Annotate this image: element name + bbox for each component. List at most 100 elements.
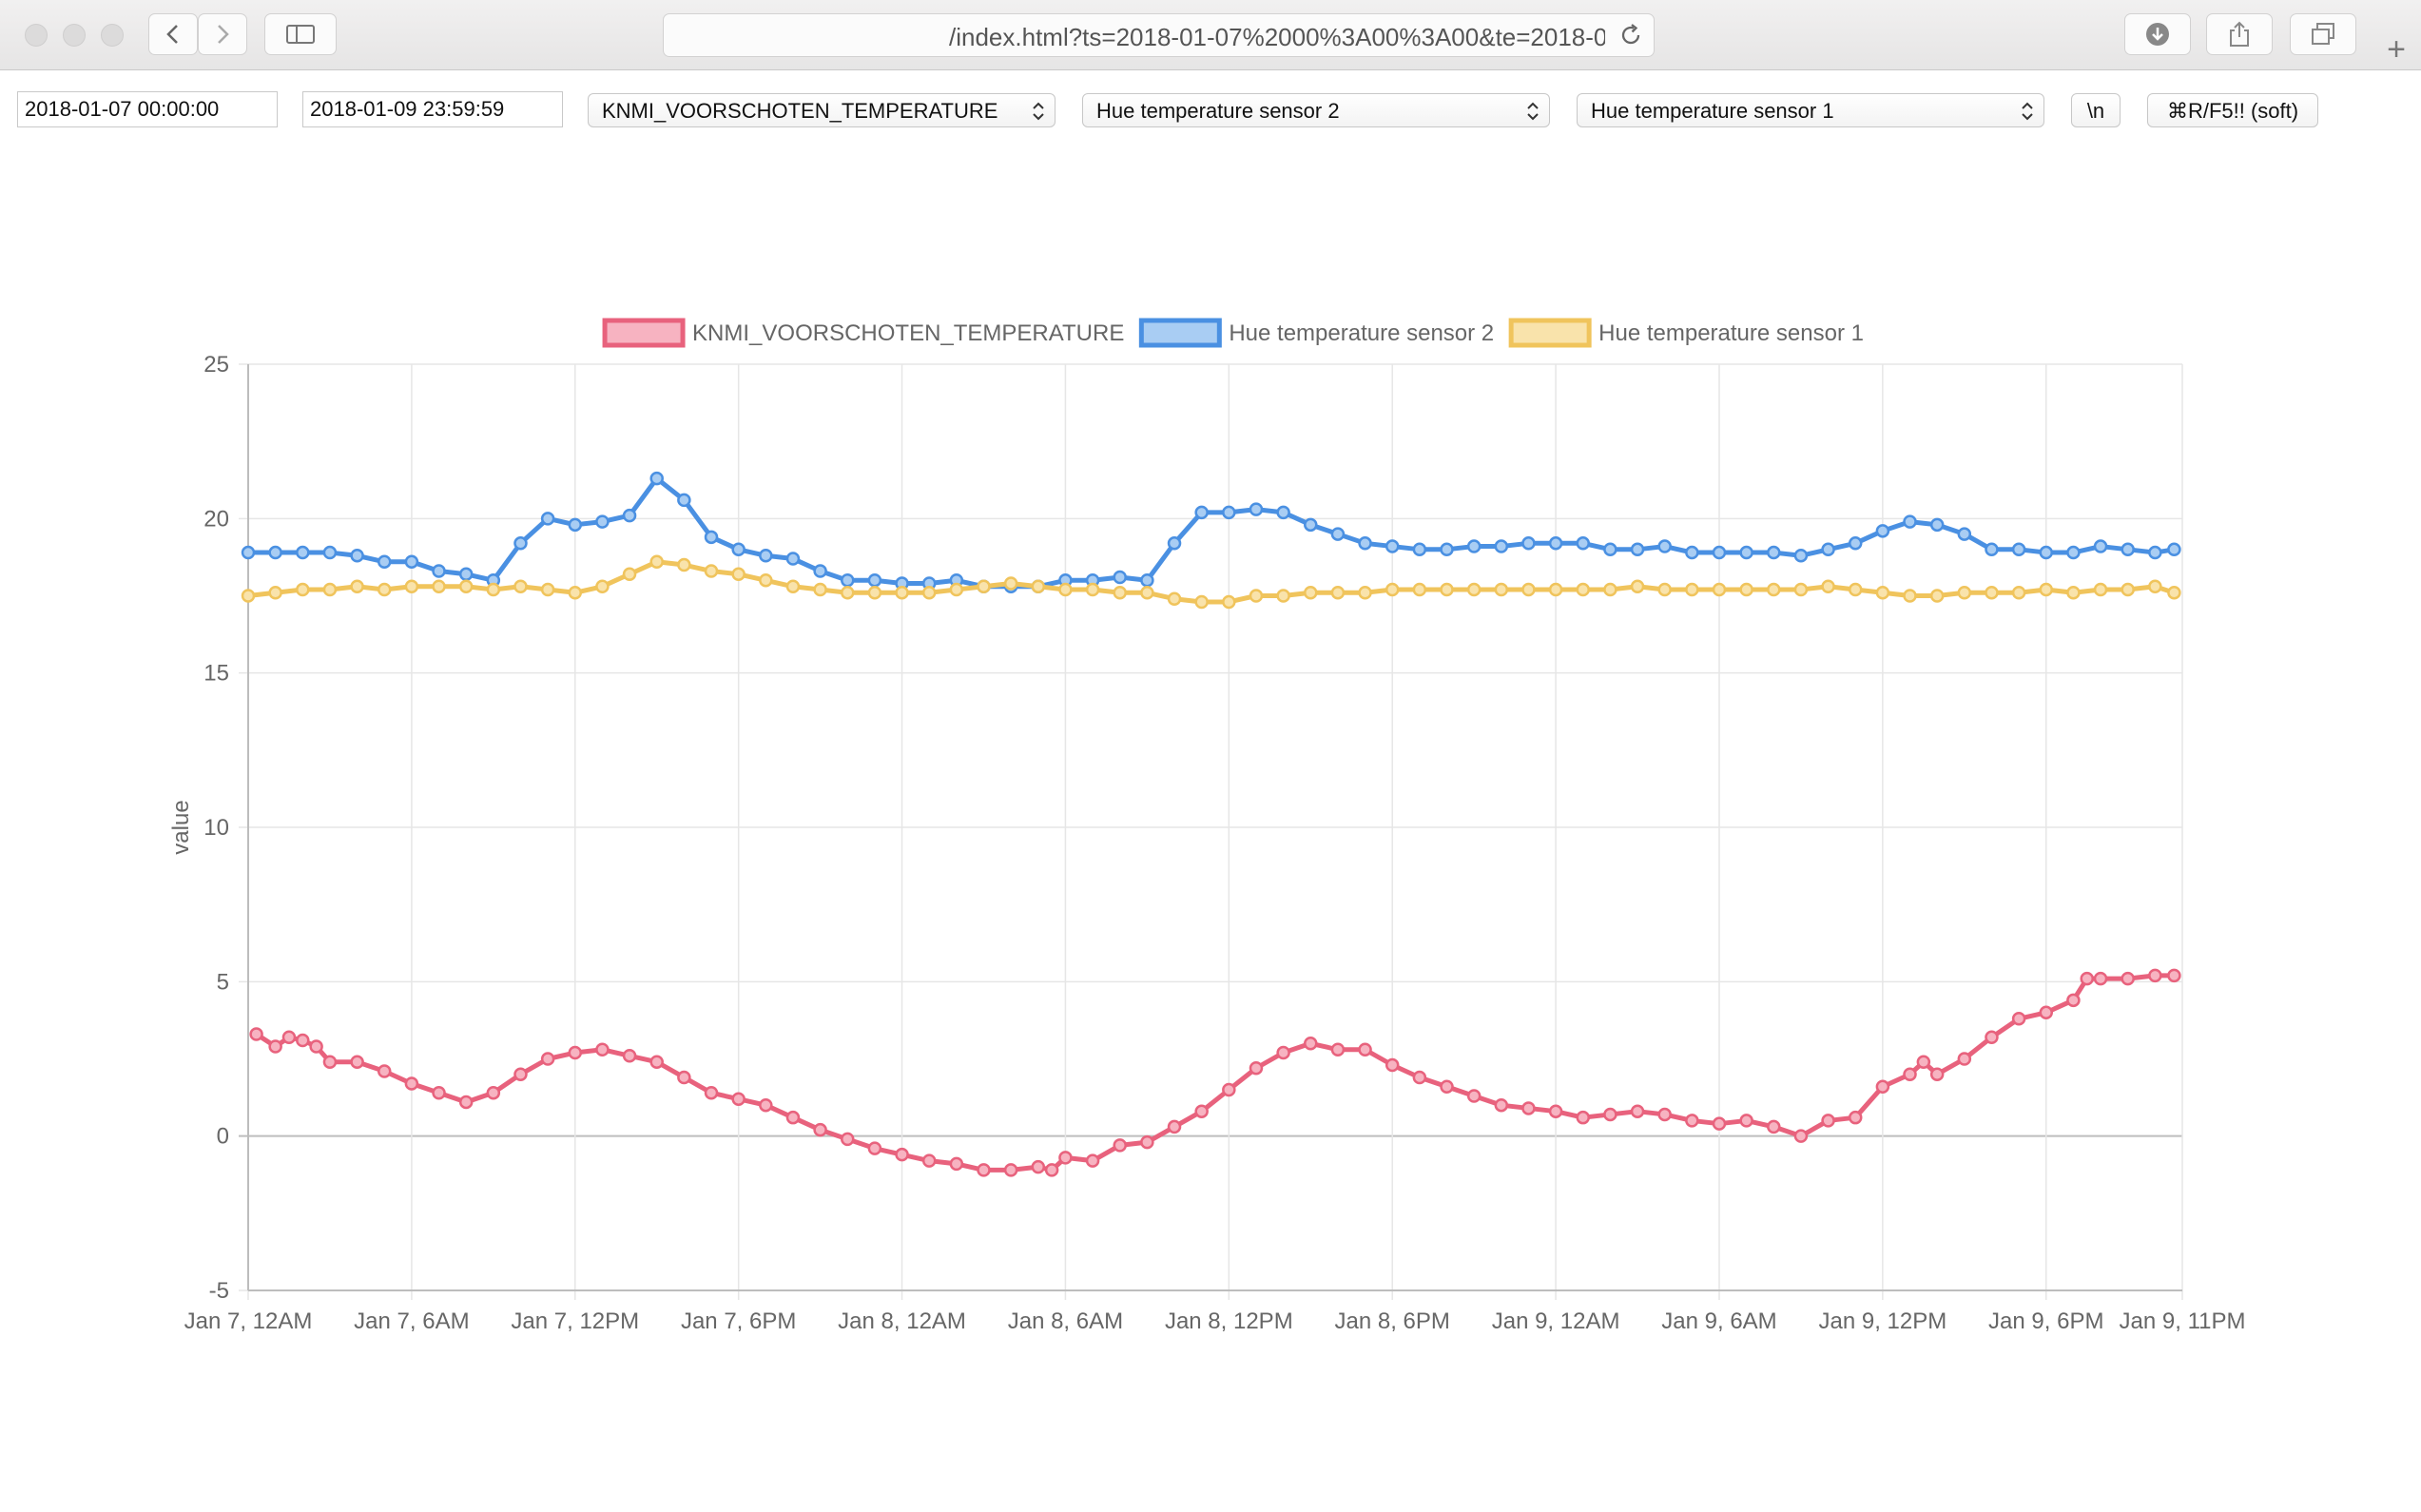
data-point bbox=[404, 554, 419, 570]
data-point bbox=[649, 554, 664, 570]
reload-icon[interactable] bbox=[1617, 22, 1644, 53]
data-point bbox=[1630, 1104, 1645, 1118]
data-point bbox=[350, 549, 364, 563]
x-tick-label: Jan 8, 12PM bbox=[1165, 1308, 1293, 1334]
data-point bbox=[1058, 582, 1073, 597]
data-point bbox=[1249, 589, 1264, 603]
x-tick-label: Jan 8, 12AM bbox=[838, 1308, 966, 1334]
data-point bbox=[622, 1049, 637, 1063]
back-button[interactable] bbox=[148, 13, 198, 55]
data-point bbox=[1494, 1097, 1509, 1113]
data-point bbox=[649, 1055, 664, 1069]
data-point bbox=[867, 1141, 882, 1155]
data-point bbox=[1466, 539, 1482, 553]
newline-button[interactable]: \n bbox=[2071, 93, 2121, 127]
data-point bbox=[1630, 579, 1645, 594]
data-point bbox=[322, 1055, 338, 1069]
series-select-3[interactable]: Hue temperature sensor 1 bbox=[1577, 93, 2044, 127]
data-point bbox=[1031, 579, 1046, 594]
data-point bbox=[1929, 517, 1945, 533]
close-window-icon[interactable] bbox=[25, 24, 48, 47]
y-tick-label: 0 bbox=[217, 1124, 229, 1150]
data-point bbox=[1494, 582, 1509, 597]
data-point bbox=[281, 1030, 297, 1045]
data-point bbox=[1657, 1107, 1672, 1122]
data-point bbox=[841, 586, 855, 600]
data-point bbox=[1003, 1163, 1018, 1177]
select-arrows-icon bbox=[1032, 101, 1045, 127]
tabs-button[interactable] bbox=[2290, 13, 2356, 55]
data-point bbox=[2011, 586, 2026, 600]
zoom-window-icon[interactable] bbox=[101, 24, 124, 47]
data-point bbox=[759, 1097, 773, 1113]
data-point bbox=[1167, 536, 1182, 551]
data-point bbox=[2066, 586, 2081, 600]
data-point bbox=[1957, 527, 1972, 541]
x-tick-label: Jan 7, 6PM bbox=[681, 1308, 796, 1334]
data-point bbox=[1548, 582, 1563, 597]
data-point bbox=[1194, 1104, 1209, 1118]
share-icon bbox=[2230, 21, 2249, 47]
data-point bbox=[731, 567, 746, 582]
sidebar-button[interactable] bbox=[264, 13, 337, 55]
chart-legend: KNMI_VOORSCHOTEN_TEMPERATURE Hue temperat… bbox=[602, 318, 1864, 348]
data-point bbox=[2039, 1005, 2054, 1020]
data-point bbox=[1412, 542, 1427, 557]
data-point bbox=[1113, 1138, 1127, 1153]
y-tick-label: 5 bbox=[217, 969, 229, 995]
series-select-3-value: Hue temperature sensor 1 bbox=[1591, 99, 1834, 123]
data-point bbox=[1385, 1057, 1400, 1073]
plus-icon[interactable]: + bbox=[2387, 31, 2406, 68]
data-point bbox=[404, 1076, 419, 1091]
data-point bbox=[731, 542, 746, 557]
data-point bbox=[486, 1085, 501, 1100]
data-point bbox=[1657, 539, 1672, 553]
data-point bbox=[1385, 582, 1400, 597]
share-button[interactable] bbox=[2206, 13, 2273, 55]
data-point bbox=[513, 579, 528, 594]
data-point bbox=[296, 545, 310, 560]
data-point bbox=[513, 536, 528, 551]
data-point bbox=[622, 567, 637, 582]
y-axis-label: value bbox=[168, 800, 194, 854]
download-icon bbox=[2146, 23, 2169, 46]
legend-label: KNMI_VOORSCHOTEN_TEMPERATURE bbox=[692, 320, 1124, 346]
data-point bbox=[249, 1027, 263, 1041]
data-point bbox=[1276, 589, 1290, 603]
x-tick-label: Jan 9, 6AM bbox=[1661, 1308, 1776, 1334]
data-point bbox=[1821, 579, 1835, 594]
data-point bbox=[759, 573, 773, 588]
data-point bbox=[2148, 968, 2162, 983]
minimize-window-icon[interactable] bbox=[63, 24, 86, 47]
series-select-1[interactable]: KNMI_VOORSCHOTEN_TEMPERATURE bbox=[588, 93, 1056, 127]
series-select-2-value: Hue temperature sensor 2 bbox=[1096, 99, 1340, 123]
start-time-input[interactable] bbox=[17, 91, 278, 127]
series-select-2[interactable]: Hue temperature sensor 2 bbox=[1082, 93, 1550, 127]
data-point bbox=[1985, 586, 1999, 600]
forward-button[interactable] bbox=[198, 13, 247, 55]
legend-label: Hue temperature sensor 2 bbox=[1229, 320, 1494, 346]
data-point bbox=[813, 564, 827, 578]
data-point bbox=[1521, 582, 1536, 597]
data-point bbox=[1875, 586, 1890, 600]
data-point bbox=[785, 579, 801, 594]
data-point bbox=[1576, 582, 1590, 597]
data-point bbox=[1916, 1055, 1931, 1069]
data-point bbox=[1304, 1037, 1318, 1051]
end-time-input[interactable] bbox=[302, 91, 563, 127]
legend-swatch bbox=[1508, 318, 1592, 348]
data-point bbox=[1222, 1082, 1236, 1097]
data-point bbox=[1440, 582, 1454, 597]
download-button[interactable] bbox=[2124, 13, 2191, 55]
address-bar[interactable]: /index.html?ts=2018-01-07%2000%3A00%3A00… bbox=[663, 13, 1655, 57]
data-point bbox=[2093, 971, 2108, 986]
data-point bbox=[377, 554, 392, 570]
back-icon bbox=[166, 25, 178, 44]
data-point bbox=[1358, 586, 1372, 600]
data-point bbox=[1739, 582, 1753, 597]
data-point bbox=[1113, 570, 1127, 585]
data-point bbox=[486, 582, 501, 597]
refresh-button[interactable]: ⌘R/F5!! (soft) bbox=[2147, 93, 2318, 127]
data-point bbox=[1603, 1107, 1617, 1122]
data-point bbox=[895, 586, 909, 600]
